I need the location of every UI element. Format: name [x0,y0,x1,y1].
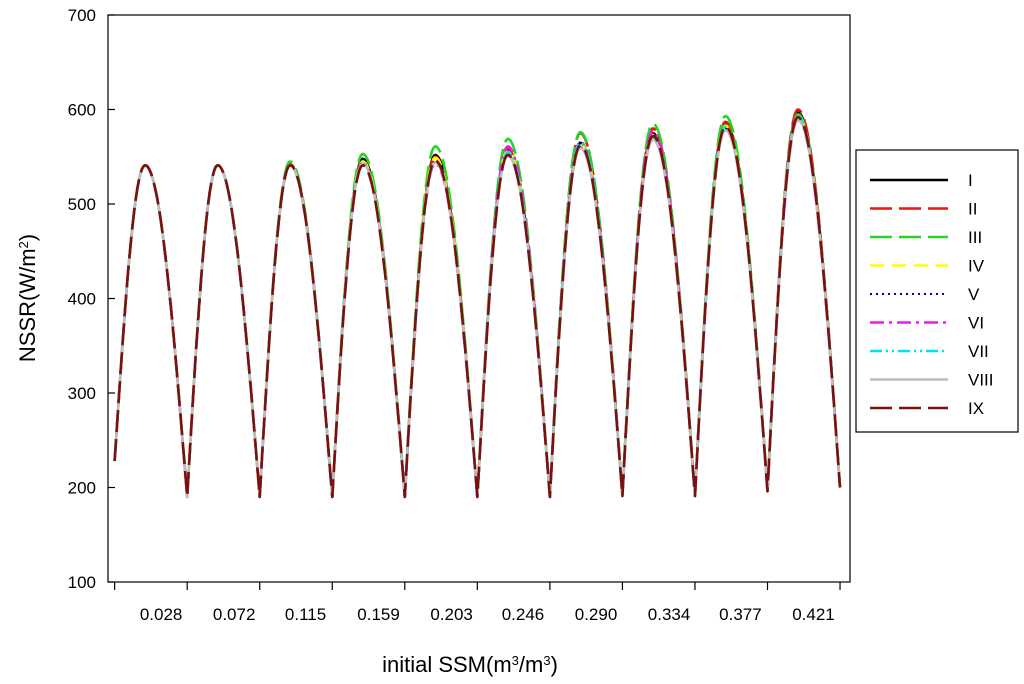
x-tick-label: 0.246 [502,605,545,624]
x-axis-title: initial SSM(m3/m3) [382,652,558,677]
legend-label: III [968,228,982,247]
x-tick-label: 0.377 [719,605,762,624]
y-tick-label: 400 [68,290,96,309]
legend-box [855,149,1019,433]
y-tick-label: 600 [68,101,96,120]
series-line-ii [113,108,842,499]
x-axis: 0.028 0.072 0.115 0.159 0.203 0.246 0.290 0.334… [114,582,841,624]
legend-item-v: V [870,285,980,304]
series-line-viii [113,118,842,499]
x-tick-label: 0.421 [792,605,835,624]
y-axis-title: NSSR(W/m2) [15,234,40,362]
y-tick-label: 500 [68,195,96,214]
legend-label: VIII [968,371,994,390]
x-tick-label: 0.115 [285,605,326,624]
legend-item-i: I [870,171,973,190]
legend-label: V [968,285,980,304]
legend-item-vi: VI [870,314,984,333]
y-axis: 100 200 300 400 500 600 700 [68,6,115,592]
legend-item-vii: VII [870,342,989,361]
legend-item-ii: II [870,200,977,219]
plot-area [113,108,842,499]
legend-item-iv: IV [870,257,985,276]
legend-item-ix: IX [870,399,984,418]
y-tick-label: 100 [68,573,96,592]
legend-label: IV [968,257,985,276]
legend-item-iii: III [870,228,982,247]
legend-label: VII [968,342,989,361]
legend-label: IX [968,399,984,418]
plot-frame [107,14,851,583]
x-tick-label: 0.028 [140,605,183,624]
x-tick-label: 0.334 [648,605,691,624]
x-tick-label: 0.072 [213,605,256,624]
legend-label: II [968,200,977,219]
legend-label: I [968,171,973,190]
x-tick-label: 0.290 [575,605,618,624]
series-line-ix [113,115,842,499]
y-tick-label: 200 [68,479,96,498]
y-tick-label: 700 [68,6,96,25]
x-tick-label: 0.159 [357,605,400,624]
y-tick-label: 300 [68,384,96,403]
x-tick-label: 0.203 [430,605,473,624]
legend-label: VI [968,314,984,333]
legend-item-viii: VIII [870,371,994,390]
